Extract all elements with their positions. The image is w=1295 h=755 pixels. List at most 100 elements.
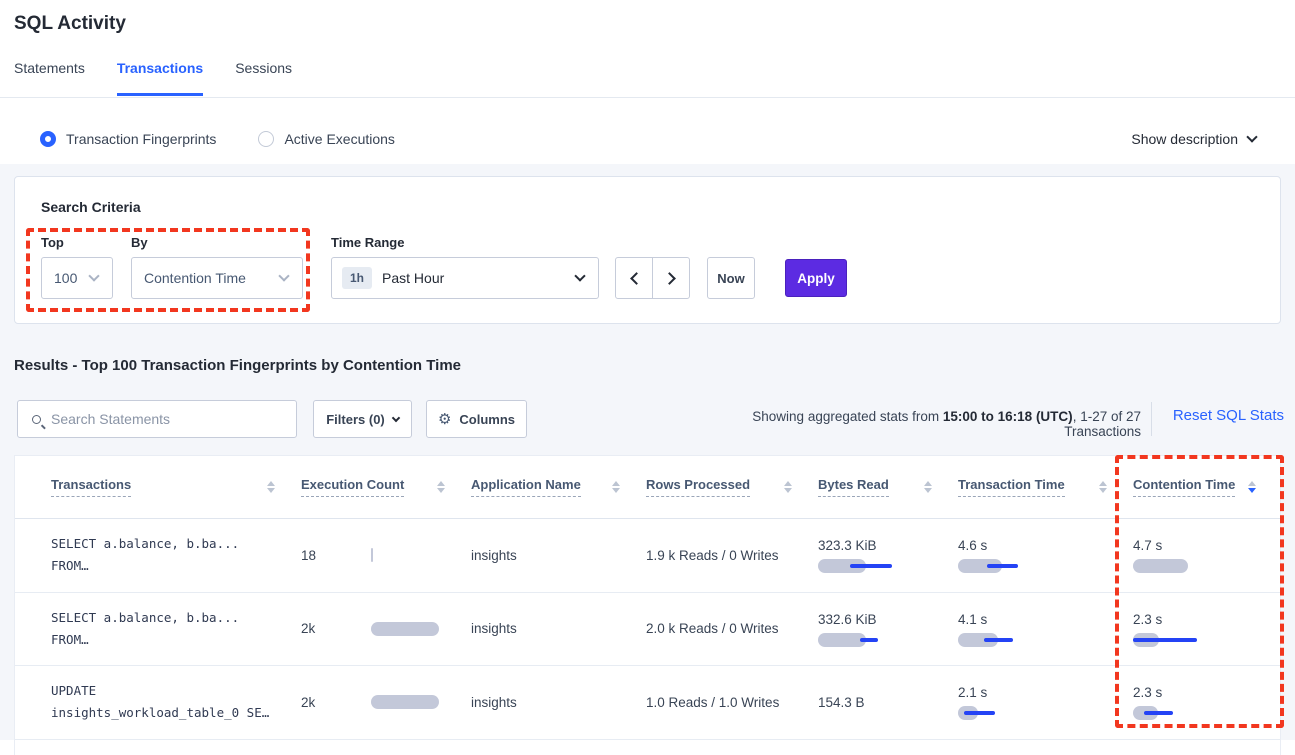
apply-button[interactable]: Apply	[785, 259, 847, 297]
contention-time-value: 2.3 s	[1133, 685, 1163, 701]
chevron-down-icon	[1246, 131, 1258, 143]
chevron-down-icon	[88, 270, 100, 282]
rows-processed-value: 1.0 Reads / 1.0 Writes	[646, 694, 780, 710]
transaction-time-bar	[958, 632, 1044, 647]
execution-count-bar	[371, 694, 457, 710]
transaction-fingerprint[interactable]: SELECT a.balance, b.ba... FROM…	[51, 536, 240, 574]
tab-bar: Statements Transactions Sessions	[14, 60, 292, 96]
time-nav-group	[615, 257, 690, 299]
radio-active-executions[interactable]: Active Executions	[258, 131, 395, 147]
radio-selected-icon[interactable]	[40, 131, 56, 147]
rows-processed-value: 2.0 k Reads / 0 Writes	[646, 621, 779, 637]
chevron-down-icon	[574, 270, 586, 282]
now-button[interactable]: Now	[707, 257, 755, 299]
view-mode-radio-group: Transaction Fingerprints Active Executio…	[40, 131, 395, 147]
radio-label: Active Executions	[284, 131, 395, 147]
time-range-value: Past Hour	[382, 270, 445, 286]
top-label: Top	[41, 235, 64, 250]
sort-icon[interactable]	[784, 481, 792, 493]
stats-time-window: 15:00 to 16:18 (UTC)	[942, 409, 1073, 424]
results-heading: Results - Top 100 Transaction Fingerprin…	[14, 357, 462, 374]
application-name-value: insights	[471, 694, 517, 710]
column-header-contention-time[interactable]: Contention Time	[1133, 456, 1282, 518]
column-header-rows-processed[interactable]: Rows Processed	[646, 456, 818, 518]
bytes-read-value: 323.3 KiB	[818, 538, 877, 554]
time-range-select[interactable]: 1h Past Hour	[331, 257, 599, 299]
table-header-row: Transactions Execution Count Application…	[15, 456, 1280, 519]
search-criteria-card: Search Criteria Top 100 By Contention Ti…	[14, 176, 1281, 324]
sort-icon[interactable]	[267, 481, 275, 493]
tab-statements[interactable]: Statements	[14, 60, 85, 76]
page-title: SQL Activity	[14, 13, 126, 34]
transaction-time-value: 2.1 s	[958, 685, 988, 701]
contention-time-bar	[1133, 558, 1219, 574]
filters-button[interactable]: Filters (0)	[313, 400, 412, 438]
search-statements-input[interactable]	[51, 411, 296, 427]
sort-icon[interactable]	[924, 481, 932, 493]
chevron-down-icon	[278, 270, 290, 282]
search-criteria-heading: Search Criteria	[41, 199, 141, 215]
chevron-right-icon	[662, 271, 676, 285]
chevron-left-icon	[629, 271, 643, 285]
sort-icon[interactable]	[612, 481, 620, 493]
transaction-time-value: 4.6 s	[958, 538, 988, 554]
sort-icon[interactable]	[1099, 481, 1107, 493]
sort-icon[interactable]	[437, 481, 445, 493]
column-header-execution-count[interactable]: Execution Count	[301, 456, 471, 518]
contention-time-bar	[1133, 632, 1219, 647]
column-header-application-name[interactable]: Application Name	[471, 456, 646, 518]
execution-count-value: 2k	[301, 621, 316, 637]
columns-button[interactable]: ⚙ Columns	[426, 400, 527, 438]
top-select-value: 100	[54, 270, 78, 286]
tab-transactions[interactable]: Transactions	[116, 60, 204, 96]
radio-label: Transaction Fingerprints	[66, 131, 217, 147]
rows-processed-value: 1.9 k Reads / 0 Writes	[646, 547, 779, 563]
execution-count-value: 2k	[301, 694, 316, 710]
application-name-value: insights	[471, 547, 517, 563]
transaction-time-bar	[958, 558, 1044, 574]
by-select[interactable]: Contention Time	[131, 257, 303, 299]
radio-transaction-fingerprints[interactable]: Transaction Fingerprints	[40, 131, 216, 147]
column-header-bytes-read[interactable]: Bytes Read	[818, 456, 958, 518]
aggregated-stats-text: Showing aggregated stats from 15:00 to 1…	[752, 409, 1141, 439]
sort-icon-active-desc[interactable]	[1248, 481, 1256, 493]
filters-button-label: Filters (0)	[326, 411, 385, 427]
reset-sql-stats-link[interactable]: Reset SQL Stats	[1172, 407, 1284, 424]
contention-time-value: 2.3 s	[1133, 611, 1163, 627]
columns-button-label: Columns	[459, 411, 516, 427]
tab-divider	[0, 97, 1295, 98]
column-header-transactions[interactable]: Transactions	[15, 456, 301, 518]
top-select[interactable]: 100	[41, 257, 113, 299]
bytes-read-value: 154.3 B	[818, 694, 865, 710]
table-row[interactable]: SELECT a.balance, b.ba... FROM… 2k insigh…	[15, 593, 1280, 666]
table-row[interactable]: UPDATE insights_workload_table_0 SE… 2k i…	[15, 666, 1280, 740]
show-description-toggle[interactable]: Show description	[1131, 131, 1258, 147]
execution-count-value: 18	[301, 547, 317, 563]
time-range-badge: 1h	[342, 267, 373, 289]
radio-unselected-icon[interactable]	[258, 131, 275, 147]
chevron-down-icon	[391, 413, 400, 423]
show-description-label: Show description	[1131, 131, 1238, 147]
search-statements-box	[17, 400, 297, 438]
application-name-value: insights	[471, 621, 517, 637]
transaction-fingerprint[interactable]: SELECT a.balance, b.ba... FROM…	[51, 609, 240, 647]
execution-count-bar	[371, 621, 457, 637]
column-header-transaction-time[interactable]: Transaction Time	[958, 456, 1133, 518]
transaction-time-bar	[958, 705, 1044, 721]
view-toggle-band	[0, 98, 1295, 164]
tab-sessions[interactable]: Sessions	[235, 60, 293, 76]
previous-time-button[interactable]	[615, 257, 653, 299]
contention-time-bar	[1133, 705, 1219, 721]
by-select-value: Contention Time	[144, 270, 246, 286]
next-time-button[interactable]	[652, 257, 690, 299]
time-range-label: Time Range	[331, 235, 405, 250]
execution-count-bar	[371, 547, 457, 563]
transaction-time-value: 4.1 s	[958, 611, 988, 627]
table-row[interactable]: SELECT a.balance, b.ba... FROM… 18 insigh…	[15, 519, 1280, 593]
transaction-fingerprint[interactable]: UPDATE insights_workload_table_0 SE…	[51, 683, 270, 721]
bytes-read-value: 332.6 KiB	[818, 611, 877, 627]
bytes-read-bar	[818, 558, 904, 574]
gear-icon: ⚙	[437, 410, 452, 428]
transactions-table: Transactions Execution Count Application…	[14, 455, 1281, 755]
contention-time-value: 4.7 s	[1133, 538, 1163, 554]
